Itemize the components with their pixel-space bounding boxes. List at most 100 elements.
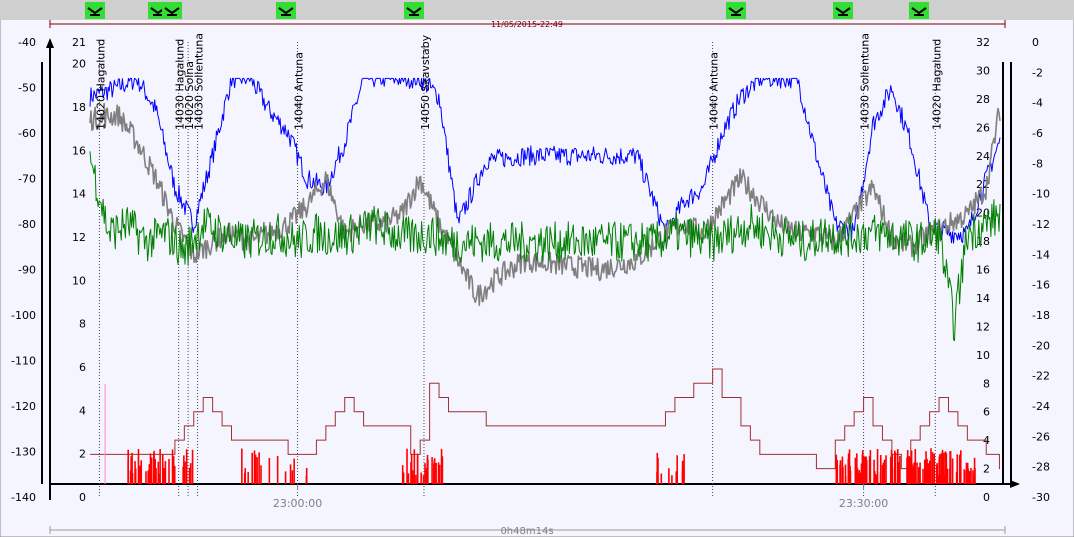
cell-marker-icon[interactable]	[85, 2, 105, 19]
tick-label-left-inner: 2	[79, 448, 86, 461]
left-axis-arrow	[46, 38, 54, 48]
tick-label-right-inner: 16	[976, 264, 990, 277]
timeline-bar: 11/05/2015-22:49	[49, 20, 1006, 29]
header-timestamp: 11/05/2015-22:49	[491, 20, 563, 29]
tick-label-left-outer: -40	[18, 36, 36, 49]
cell-marker-icon[interactable]	[404, 2, 424, 19]
tick-label-left-outer: -100	[11, 309, 36, 322]
tick-label-right-outer: -26	[1032, 430, 1050, 443]
cell-marker-icon-bg	[726, 2, 746, 19]
tick-label-right-outer: -10	[1032, 188, 1050, 201]
cell-event-lines	[98, 42, 936, 497]
series-line	[89, 151, 1001, 342]
header-bar	[0, 0, 1074, 20]
tick-label-left-outer: -120	[11, 400, 36, 413]
tick-labels: -40-50-60-70-80-90-100-110-120-130-14021…	[11, 36, 1050, 504]
cell-event-label: 14020 Hagalund	[930, 39, 943, 130]
tick-label-left-inner: 14	[72, 188, 86, 201]
tick-label-right-outer: -4	[1032, 97, 1043, 110]
red-bars-layer	[104, 384, 976, 484]
tick-label-right-inner: 6	[983, 406, 990, 419]
cell-marker-icon-bg	[909, 2, 929, 19]
tick-label-right-outer: -8	[1032, 157, 1043, 170]
tick-label-right-inner: 32	[976, 36, 990, 49]
tick-label-right-inner: 8	[983, 377, 990, 390]
tick-label-left-inner: 0	[79, 491, 86, 504]
x-time-labels: 23:00:00 23:30:00	[273, 484, 888, 510]
cell-event-label: 14030 Hagalund	[174, 39, 187, 130]
tick-label-right-inner: 28	[976, 93, 990, 106]
tick-label-left-outer: -60	[18, 127, 36, 140]
cell-event-label: 14030 Sollentuna	[859, 33, 872, 130]
cell-marker-icon-bg	[85, 2, 105, 19]
x-time-label: 23:30:00	[839, 497, 888, 510]
tick-label-left-outer: -140	[11, 491, 36, 504]
tick-label-left-outer: -70	[18, 173, 36, 186]
cell-event-label: 14040 Antuna	[293, 52, 306, 130]
tick-label-right-inner: 24	[976, 150, 990, 163]
cell-marker-icon-glyph	[728, 7, 744, 16]
series-step-line	[90, 368, 1000, 470]
tick-label-right-outer: -6	[1032, 127, 1043, 140]
tick-label-left-inner: 20	[72, 58, 86, 71]
cell-marker-icon-bg	[833, 2, 853, 19]
tick-label-right-outer: -12	[1032, 218, 1050, 231]
series-layer	[89, 77, 1001, 470]
tick-label-left-outer: -80	[18, 218, 36, 231]
tick-label-right-inner: 12	[976, 320, 990, 333]
x-axis-arrow	[1010, 480, 1020, 488]
tick-label-left-inner: 4	[79, 404, 86, 417]
tick-label-right-outer: -14	[1032, 248, 1050, 261]
tick-label-right-inner: 0	[983, 491, 990, 504]
tick-label-left-inner: 6	[79, 361, 86, 374]
duration-bar: 0h48m14s	[49, 526, 1006, 537]
cell-marker-icon[interactable]	[909, 2, 929, 19]
tick-label-right-inner: 10	[976, 349, 990, 362]
tick-label-right-outer: -20	[1032, 339, 1050, 352]
cell-marker-icon-glyph	[835, 7, 851, 16]
cell-event-label: 14040 Antuna	[708, 52, 721, 130]
tick-label-right-outer: -16	[1032, 279, 1050, 292]
tick-label-left-inner: 10	[72, 274, 86, 287]
cell-marker-icon[interactable]	[726, 2, 746, 19]
tick-label-left-outer: -90	[18, 264, 36, 277]
cell-marker-icon-glyph	[406, 7, 422, 16]
cell-marker-icon[interactable]	[833, 2, 853, 19]
tick-label-right-outer: -24	[1032, 400, 1050, 413]
tick-label-right-outer: 0	[1032, 36, 1039, 49]
cell-marker-icon-glyph	[278, 7, 294, 16]
tick-label-right-outer: -22	[1032, 370, 1050, 383]
axes	[41, 38, 1020, 500]
tick-label-right-inner: 20	[976, 207, 990, 220]
tick-label-right-outer: -18	[1032, 309, 1050, 322]
cell-marker-icon[interactable]	[162, 2, 182, 19]
tick-label-right-inner: 30	[976, 64, 990, 77]
tick-label-left-inner: 16	[72, 144, 86, 157]
tick-label-left-inner: 12	[72, 231, 86, 244]
tick-label-left-outer: -110	[11, 355, 36, 368]
cell-marker-icon-bg	[404, 2, 424, 19]
cell-marker-icon-bg	[162, 2, 182, 19]
cell-event-label: 14020 Hagalund	[94, 39, 107, 130]
cell-event-label: 14020 Solna	[183, 61, 196, 130]
cell-marker-icon-bg	[276, 2, 296, 19]
tick-label-right-inner: 2	[983, 463, 990, 476]
tick-label-right-outer: -2	[1032, 66, 1043, 79]
x-time-label: 23:00:00	[273, 497, 322, 510]
cell-event-label: 14050 Skavstaby	[419, 34, 432, 130]
cell-marker-icon[interactable]	[276, 2, 296, 19]
tick-label-left-inner: 21	[72, 36, 86, 49]
tick-label-right-outer: -28	[1032, 461, 1050, 474]
tick-label-left-inner: 18	[72, 101, 86, 114]
duration-label: 0h48m14s	[500, 526, 553, 537]
tick-label-right-outer: -30	[1032, 491, 1050, 504]
tick-label-left-inner: 8	[79, 318, 86, 331]
tick-label-right-inner: 26	[976, 121, 990, 134]
tick-label-left-outer: -130	[11, 446, 36, 459]
marker-icon-row	[85, 2, 929, 19]
tick-label-left-outer: -50	[18, 82, 36, 95]
